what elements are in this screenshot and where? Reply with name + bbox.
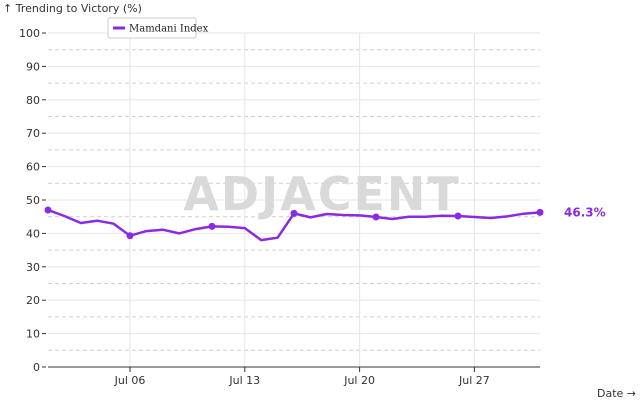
last-value-label: 46.3% xyxy=(564,205,606,219)
x-tick-label: Jul 06 xyxy=(114,374,146,387)
x-axis-label: Date → xyxy=(597,387,636,400)
y-tick-label: 40 xyxy=(26,227,40,240)
y-tick-label: 0 xyxy=(33,361,40,374)
data-point xyxy=(454,212,462,220)
data-point xyxy=(372,213,380,221)
data-point xyxy=(536,208,544,216)
x-tick-label: Jul 13 xyxy=(228,374,260,387)
data-point xyxy=(290,209,298,217)
data-point xyxy=(208,222,216,230)
y-tick-label: 80 xyxy=(26,94,40,107)
legend-entry-mamdani-index: Mamdani Index xyxy=(129,24,209,35)
y-axis-label: ↑ Trending to Victory (%) xyxy=(3,2,142,15)
y-tick-label: 30 xyxy=(26,261,40,274)
y-tick-label: 20 xyxy=(26,294,40,307)
y-tick-label: 70 xyxy=(26,127,40,140)
y-tick-label: 10 xyxy=(26,328,40,341)
legend[interactable]: Mamdani Index xyxy=(107,17,209,39)
y-tick-label: 100 xyxy=(19,27,40,40)
y-tick-label: 50 xyxy=(26,194,40,207)
data-point xyxy=(44,206,52,214)
x-axis: Jul 06 Jul 13 Jul 20 Jul 27 xyxy=(48,366,540,387)
y-tick-label: 60 xyxy=(26,161,40,174)
y-tick-label: 90 xyxy=(26,60,40,73)
x-tick-label: Jul 27 xyxy=(458,374,490,387)
y-axis: 0 10 20 30 40 50 60 70 80 90 100 xyxy=(19,27,46,374)
x-tick-label: Jul 20 xyxy=(343,374,375,387)
series-layer xyxy=(44,206,544,242)
data-point xyxy=(126,232,134,240)
legend-box xyxy=(107,17,197,39)
watermark: ADJACENT xyxy=(183,167,461,221)
